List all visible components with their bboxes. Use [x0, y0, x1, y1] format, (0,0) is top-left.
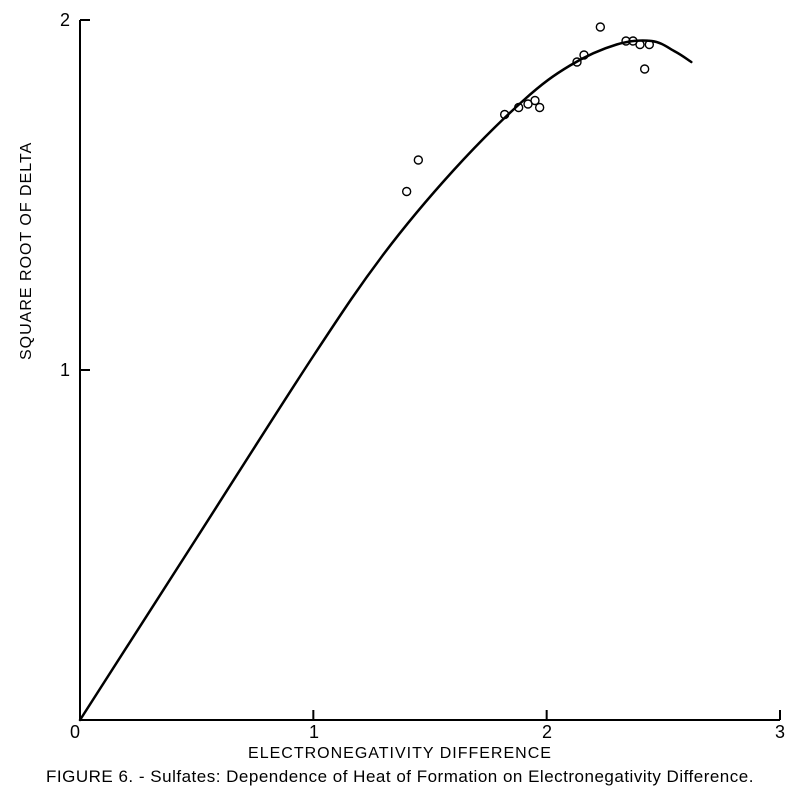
figure-container: { "chart": { "type": "scatter_with_curve… [0, 0, 800, 805]
ytick-2: 2 [60, 10, 70, 31]
xtick-1: 1 [309, 722, 319, 743]
y-axis-label: SQUARE ROOT OF DELTA [18, 142, 36, 360]
x-axis-label: ELECTRONEGATIVITY DIFFERENCE [0, 745, 800, 763]
figure-caption: FIGURE 6. - Sulfates: Dependence of Heat… [0, 767, 800, 787]
ytick-1: 1 [60, 360, 70, 381]
xtick-0: 0 [70, 722, 80, 743]
xtick-2: 2 [542, 722, 552, 743]
xtick-3: 3 [775, 722, 785, 743]
figure-number: FIGURE 6. [46, 767, 134, 786]
figure-caption-text: - Sulfates: Dependence of Heat of Format… [139, 767, 754, 786]
chart-svg [0, 0, 800, 760]
